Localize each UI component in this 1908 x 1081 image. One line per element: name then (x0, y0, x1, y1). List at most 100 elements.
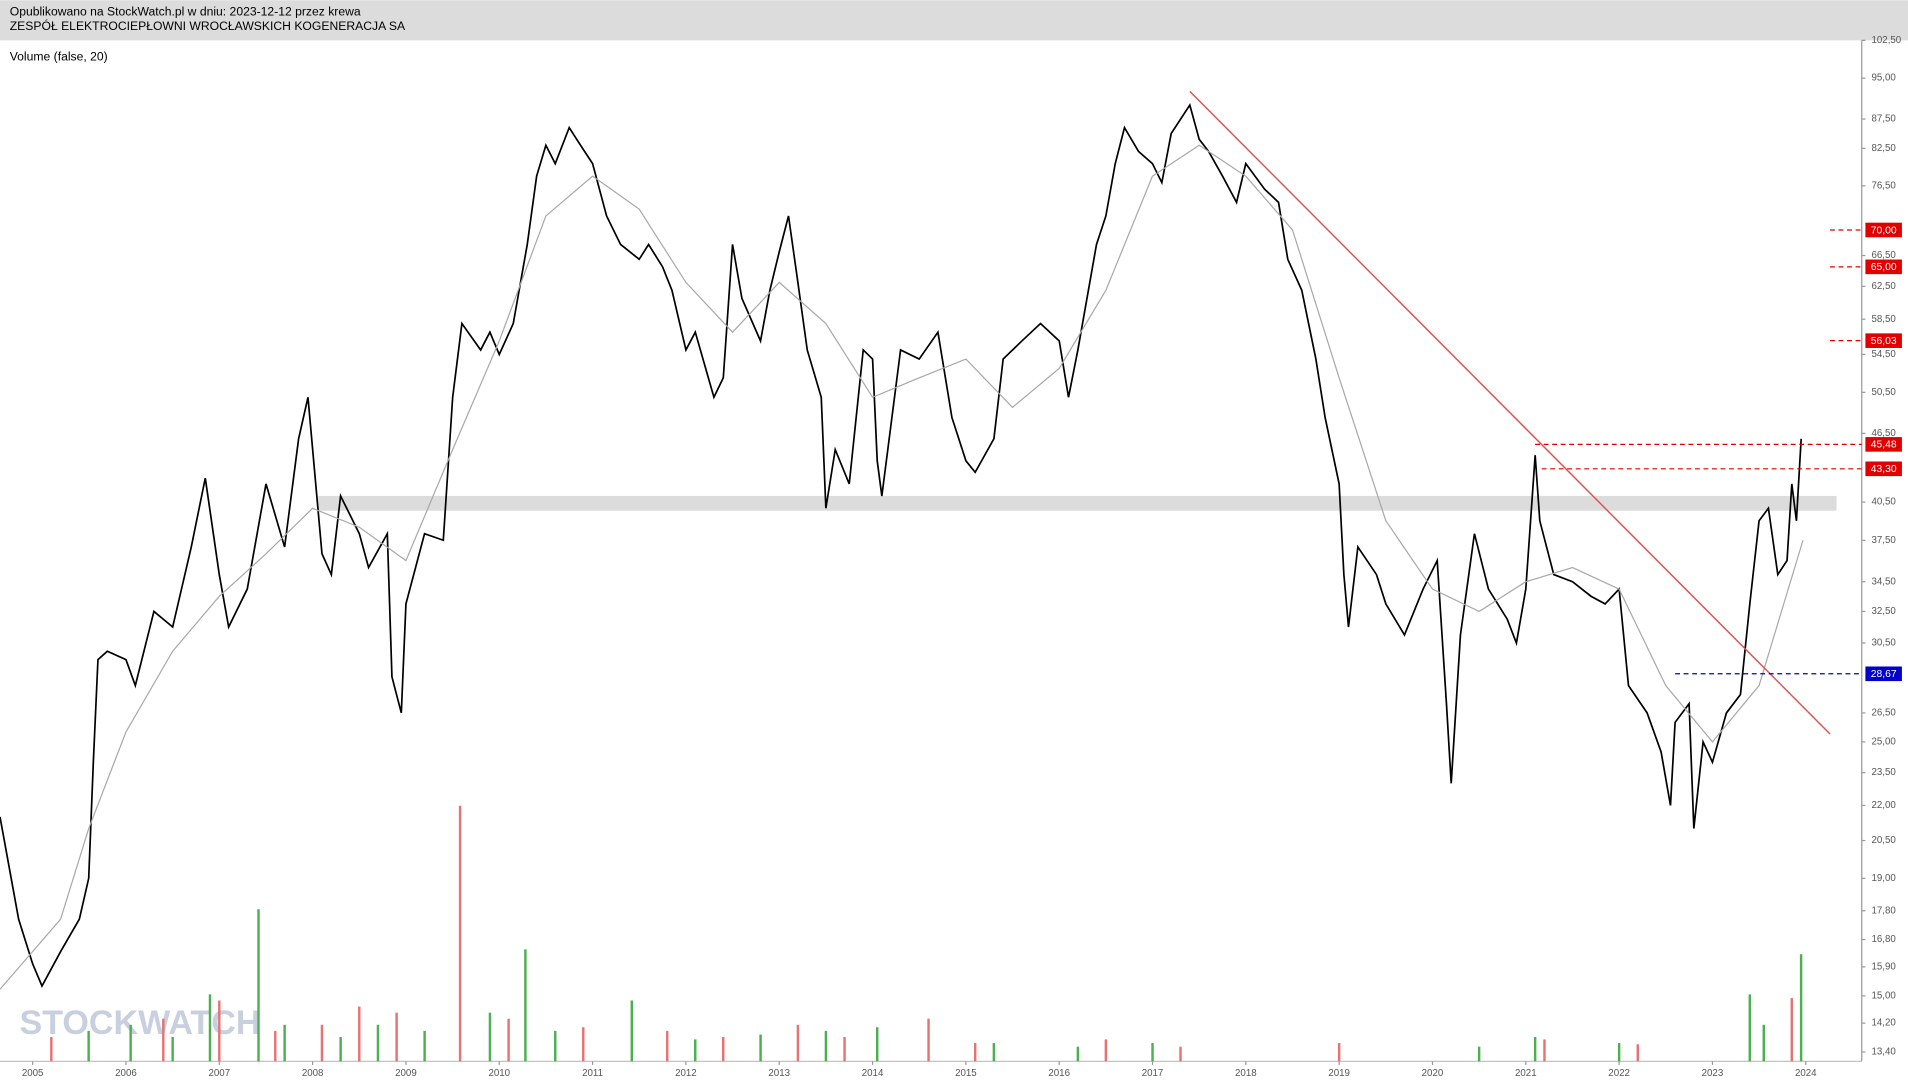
volume-bar (1104, 1039, 1108, 1062)
level-label: 56,03 (1871, 336, 1897, 347)
volume-bar (1799, 954, 1803, 1062)
x-tick-label: 2013 (768, 1068, 790, 1079)
y-tick-label: 17,80 (1871, 905, 1896, 916)
volume-bar (218, 1000, 221, 1062)
y-tick-label: 13,40 (1871, 1047, 1896, 1058)
volume-bar (524, 949, 527, 1062)
y-tick-label: 40,50 (1871, 497, 1896, 508)
y-tick-label: 95,00 (1871, 73, 1896, 84)
x-tick-label: 2011 (582, 1068, 603, 1079)
x-tick-label: 2022 (1608, 1068, 1630, 1079)
volume-bar (927, 1018, 930, 1062)
y-tick-label: 66,50 (1871, 250, 1896, 261)
y-tick-label: 15,90 (1871, 961, 1896, 972)
volume-bar (283, 1024, 286, 1062)
volume-bar (320, 1024, 324, 1062)
price-line (0, 102, 1803, 988)
y-tick-label: 30,50 (1871, 638, 1896, 649)
volume-bar (630, 1000, 634, 1062)
volume-bar (257, 909, 260, 1062)
x-tick-label: 2012 (675, 1068, 697, 1079)
x-tick-label: 2018 (1235, 1068, 1257, 1079)
y-tick-label: 32,50 (1871, 606, 1896, 617)
level-label: 28,67 (1871, 669, 1897, 680)
volume-bar (1543, 1039, 1546, 1062)
y-tick-label: 20,50 (1871, 835, 1896, 846)
indicator-label: Volume (false, 20) (10, 50, 108, 64)
level-label: 43,30 (1871, 464, 1897, 475)
level-tag (1865, 666, 1902, 682)
volume-bar (694, 1039, 697, 1062)
volume-bar (1636, 1044, 1640, 1062)
y-tick-label: 62,50 (1871, 281, 1896, 292)
y-tick-label: 23,50 (1871, 767, 1896, 778)
y-tick-label: 19,00 (1871, 873, 1896, 884)
volume-bar (162, 1018, 165, 1062)
y-tick-label: 50,50 (1871, 387, 1896, 398)
support-band (318, 495, 1837, 511)
volume-bar (1533, 1036, 1537, 1062)
x-tick-label: 2006 (115, 1068, 137, 1079)
volume-bar (1151, 1043, 1154, 1062)
y-tick-label: 87,50 (1871, 114, 1896, 125)
volume-bar (582, 1027, 585, 1062)
volume-bar (376, 1024, 380, 1062)
level-tag (1865, 461, 1902, 477)
volume-bar (1762, 1024, 1765, 1062)
header-published: Opublikowano na StockWatch.pl w dniu: 20… (10, 5, 361, 19)
volume-bar (1337, 1043, 1341, 1062)
volume-bar (992, 1043, 996, 1062)
y-tick-label: 15,00 (1871, 990, 1896, 1001)
volume-bar (395, 1012, 398, 1062)
y-tick-label: 14,20 (1871, 1018, 1896, 1029)
volume-bar (759, 1034, 762, 1062)
y-tick-label: 58,50 (1871, 314, 1896, 325)
volume-bar (339, 1036, 342, 1062)
x-tick-label: 2010 (488, 1068, 510, 1079)
volume-bar (722, 1036, 725, 1062)
x-tick-label: 2023 (1702, 1068, 1724, 1079)
y-tick-label: 22,00 (1871, 800, 1896, 811)
x-tick-label: 2020 (1422, 1068, 1444, 1079)
volume-bar (1790, 998, 1793, 1062)
volume-bar (973, 1043, 977, 1062)
volume-bar (554, 1030, 557, 1062)
volume-bar (87, 1030, 90, 1062)
volume-bar (50, 1036, 53, 1062)
volume-bar (824, 1030, 828, 1062)
y-tick-label: 76,50 (1871, 180, 1896, 191)
volume-bar (1748, 994, 1751, 1062)
y-tick-label: 34,50 (1871, 576, 1896, 587)
x-tick-label: 2014 (862, 1068, 884, 1079)
level-tag (1865, 437, 1902, 452)
x-tick-label: 2017 (1142, 1068, 1164, 1079)
volume-bar (358, 1006, 361, 1062)
volume-bar (507, 1018, 510, 1062)
level-tag (1865, 259, 1902, 275)
volume-bar (1076, 1046, 1080, 1062)
volume-bar (666, 1030, 669, 1062)
x-tick-label: 2009 (395, 1068, 417, 1079)
volume-bar (796, 1024, 800, 1062)
x-tick-label: 2005 (22, 1068, 44, 1079)
volume-bar (1179, 1046, 1182, 1062)
volume-bar (1477, 1046, 1481, 1062)
level-tag (1865, 333, 1902, 348)
volume-bar (423, 1030, 426, 1062)
y-tick-label: 102,50 (1871, 35, 1901, 46)
level-label: 65,00 (1871, 262, 1897, 273)
x-tick-label: 2024 (1795, 1068, 1817, 1079)
level-label: 45,48 (1871, 440, 1897, 451)
y-tick-label: 16,80 (1871, 934, 1896, 945)
volume-bar (274, 1030, 277, 1062)
volume-bar (208, 994, 212, 1062)
level-tag (1865, 222, 1902, 238)
trendline (1189, 90, 1831, 735)
level-label: 70,00 (1871, 225, 1897, 236)
y-tick-label: 54,50 (1871, 349, 1896, 360)
y-tick-label: 82,50 (1871, 143, 1896, 154)
x-tick-label: 2019 (1328, 1068, 1350, 1079)
volume-bar (488, 1012, 492, 1062)
y-tick-label: 25,00 (1871, 736, 1896, 747)
